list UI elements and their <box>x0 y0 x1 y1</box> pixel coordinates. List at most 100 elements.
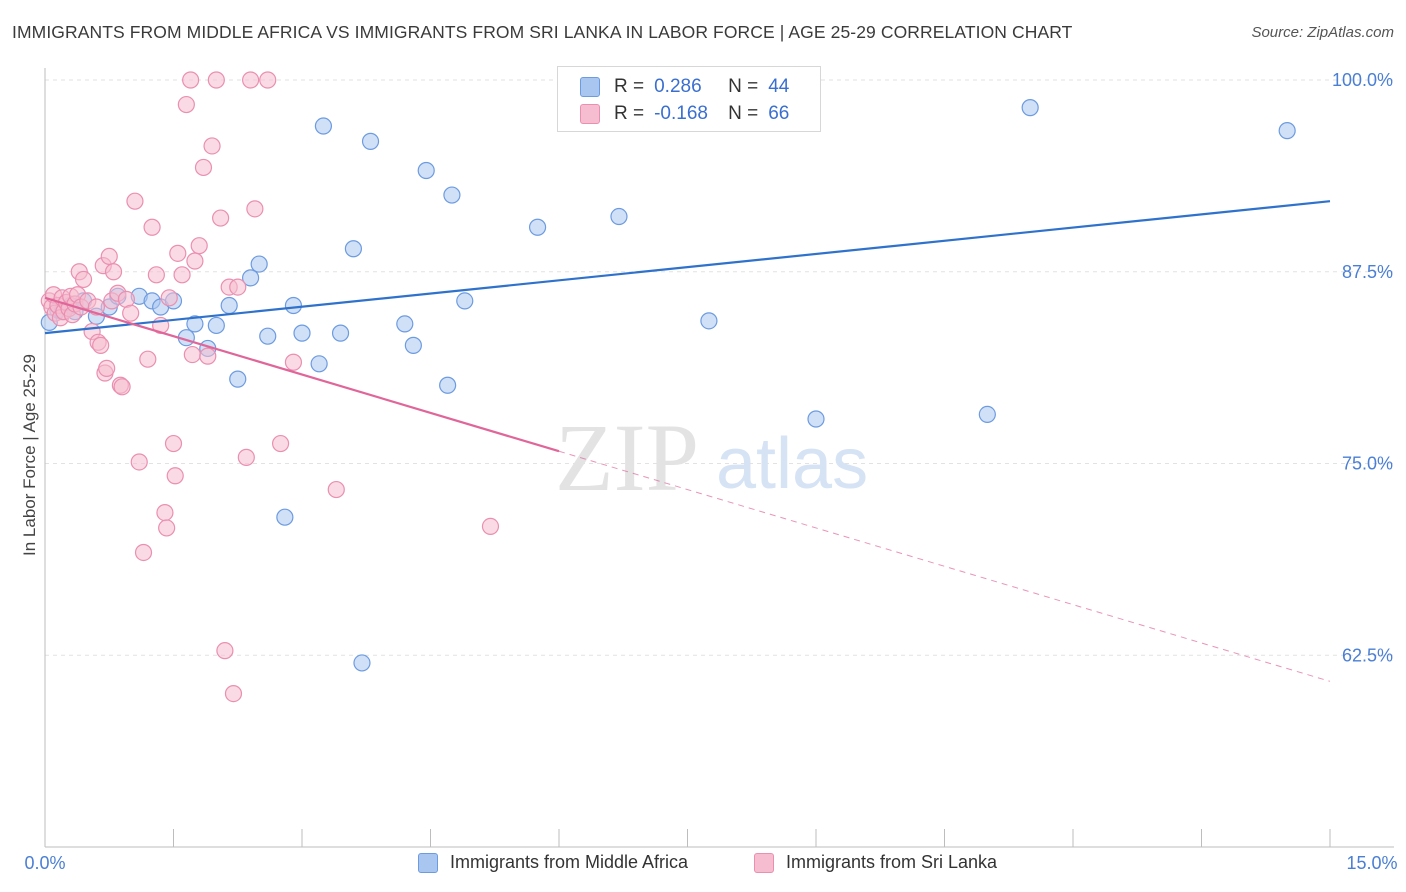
chart-title: IMMIGRANTS FROM MIDDLE AFRICA VS IMMIGRA… <box>12 22 1073 42</box>
middle-africa-point <box>207 316 225 335</box>
middle-africa-point <box>439 376 457 394</box>
middle-africa-point <box>528 218 547 236</box>
sri-lanka-point <box>122 304 140 322</box>
middle-africa-point <box>344 240 362 258</box>
middle-africa-point <box>259 327 277 345</box>
legend-n-label: N = <box>728 103 759 124</box>
legend-r-value: 0.286 <box>654 76 702 97</box>
sri-lanka-point <box>164 434 183 453</box>
legend-r-label: R = <box>614 103 645 124</box>
legend-label-sri-lanka: Immigrants from Sri Lanka <box>786 852 998 872</box>
sri-lanka-point <box>186 252 204 270</box>
sri-lanka-point <box>183 345 201 364</box>
middle-africa-point <box>293 324 311 342</box>
legend-item-middle-africa[interactable]: Immigrants from Middle Africa <box>418 852 688 873</box>
x-tick-label: 15.0% <box>1346 853 1397 873</box>
sri-lanka-point <box>229 278 247 296</box>
middle-africa-point <box>417 161 435 180</box>
sri-lanka-point <box>242 71 260 89</box>
middle-africa-point <box>229 370 247 388</box>
sri-lanka-point <box>327 480 345 499</box>
chart-source: Source: ZipAtlas.com <box>1251 24 1394 41</box>
legend-n-value: 44 <box>768 76 790 97</box>
y-tick-label: 87.5% <box>1342 262 1393 282</box>
legend-swatch-pink <box>580 104 600 124</box>
legend-swatch-pink <box>754 852 774 873</box>
sri-lanka-point <box>130 453 148 471</box>
y-tick-label: 100.0% <box>1332 70 1393 90</box>
middle-africa-point <box>456 292 474 310</box>
middle-africa-point <box>610 207 628 226</box>
trend-layer <box>44 200 1331 682</box>
legend-item-sri-lanka[interactable]: Immigrants from Sri Lanka <box>754 852 997 873</box>
legend-r-label: R = <box>614 76 645 97</box>
grid-layer <box>45 79 1394 656</box>
sri-lanka-point <box>212 209 230 227</box>
sri-lanka-point <box>190 237 208 255</box>
sri-lanka-point <box>177 95 195 114</box>
stats-legend: R = 0.286 N = 44 R = -0.168 N = 66 <box>557 66 821 132</box>
legend-n-label: N = <box>728 76 759 97</box>
sri-lanka-point <box>158 519 176 537</box>
sri-lanka-point <box>203 137 221 155</box>
middle-africa-point <box>220 296 238 315</box>
sri-lanka-point <box>259 71 277 89</box>
middle-africa-trendline <box>44 200 1331 335</box>
sri-lanka-point <box>237 448 255 466</box>
legend-label-middle-africa: Immigrants from Middle Africa <box>450 852 689 872</box>
watermark-atlas: atlas <box>716 424 868 504</box>
sri-lanka-point <box>199 347 217 365</box>
sri-lanka-point <box>271 434 290 453</box>
middle-africa-point <box>250 255 268 273</box>
legend-n-value: 66 <box>768 103 790 124</box>
sri-lanka-point <box>194 158 213 177</box>
sri-lanka-point <box>169 244 187 262</box>
middle-africa-point <box>700 312 718 330</box>
middle-africa-point <box>361 132 380 150</box>
middle-africa-point <box>276 508 294 526</box>
sri-lanka-point <box>156 503 174 522</box>
y-tick-label: 62.5% <box>1342 645 1393 665</box>
middle-africa-point <box>1278 122 1296 140</box>
middle-africa-point <box>242 269 260 287</box>
middle-africa-point <box>331 324 350 342</box>
sri-lanka-trendline-extension <box>558 450 1331 682</box>
sri-lanka-point <box>284 353 303 371</box>
sri-lanka-point <box>216 642 234 660</box>
middle-africa-point <box>284 296 303 315</box>
sri-lanka-point <box>126 192 144 210</box>
middle-africa-point <box>443 186 461 204</box>
sri-lanka-point <box>166 467 184 485</box>
sri-lanka-point <box>160 289 178 307</box>
sri-lanka-point <box>113 378 131 396</box>
sri-lanka-point <box>173 266 191 284</box>
y-tick-label: 75.0% <box>1342 454 1393 474</box>
sri-lanka-point <box>147 266 165 284</box>
y-axis-label: In Labor Force | Age 25-29 <box>20 354 39 556</box>
series-legend: Immigrants from Middle Africa Immigrants… <box>0 852 1406 878</box>
sri-lanka-point <box>246 200 264 218</box>
middle-africa-point <box>310 355 328 373</box>
sri-lanka-point <box>182 71 200 89</box>
legend-swatch-blue <box>418 852 438 873</box>
sri-lanka-point <box>92 336 110 354</box>
middle-africa-point <box>978 405 996 424</box>
points-layer <box>40 71 1296 703</box>
legend-row-sri-lanka: R = -0.168 N = 66 <box>580 102 789 126</box>
sri-lanka-point <box>207 71 225 89</box>
middle-africa-point <box>396 315 414 333</box>
middle-africa-point <box>314 117 333 135</box>
middle-africa-point <box>353 654 371 672</box>
legend-swatch-blue <box>580 77 600 97</box>
sri-lanka-point <box>139 350 157 368</box>
legend-row-middle-africa: R = 0.286 N = 44 <box>580 75 789 99</box>
sri-lanka-point <box>100 247 118 266</box>
sri-lanka-point <box>224 684 243 703</box>
sri-lanka-point <box>98 359 116 377</box>
sri-lanka-point <box>143 218 161 236</box>
sri-lanka-point <box>104 263 123 281</box>
sri-lanka-point <box>74 270 93 289</box>
axis-layer: 62.5% 75.0% 87.5% 100.0% 0.0% 15.0% <box>24 68 1398 873</box>
watermark: ZIP atlas <box>555 404 868 511</box>
